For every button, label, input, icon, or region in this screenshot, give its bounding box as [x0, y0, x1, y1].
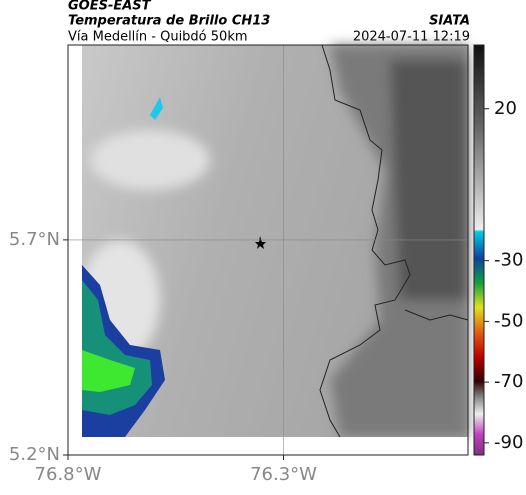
colorbar-tick-label: -30	[494, 250, 523, 271]
colorbar-tick-label: 20	[494, 98, 517, 119]
source: SIATA	[429, 14, 470, 29]
satellite-image	[68, 44, 469, 455]
title: Temperatura de Brillo CH13	[68, 14, 270, 29]
colorbar-tick-label: -90	[494, 432, 523, 453]
satellite: GOES-EAST	[68, 0, 152, 14]
colorbar-tick-label: -50	[494, 310, 523, 331]
colorbar-tick-label: -70	[494, 371, 523, 392]
x-tick-label: 76.8°W	[35, 464, 102, 485]
y-tick-label: 5.2°N	[9, 444, 60, 465]
map-frame	[67, 44, 469, 456]
subtitle: Vía Medellín - Quibdó 50km	[68, 30, 248, 45]
y-tick-label: 5.7°N	[9, 229, 60, 250]
colorbar	[473, 44, 485, 456]
x-tick-label: 76.3°W	[250, 464, 317, 485]
datetime: 2024-07-11 12:19	[353, 30, 470, 45]
